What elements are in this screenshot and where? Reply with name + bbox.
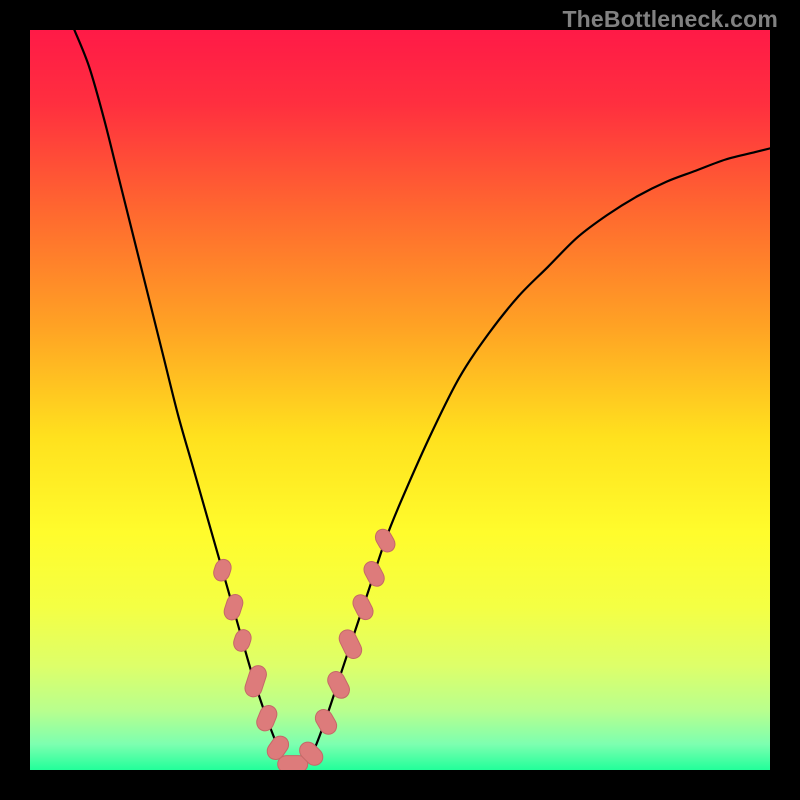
gradient-background (30, 30, 770, 770)
plot-svg (30, 30, 770, 770)
watermark-text: TheBottleneck.com (562, 6, 778, 33)
chart-frame: TheBottleneck.com (0, 0, 800, 800)
plot-area (30, 30, 770, 770)
